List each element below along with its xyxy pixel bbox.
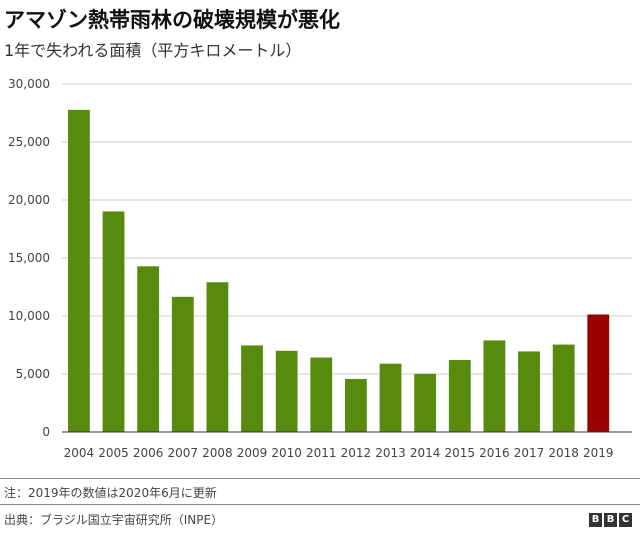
bar-2007 <box>171 296 194 432</box>
bar-2006 <box>137 266 160 432</box>
bar-2009 <box>241 345 263 432</box>
x-tick-label: 2007 <box>168 446 199 460</box>
bbc-logo-letter: B <box>589 513 602 527</box>
bbc-logo: B B C <box>589 513 632 527</box>
source-text: 出典：ブラジル国立宇宙研究所（INPE） <box>4 513 224 527</box>
bar-2015 <box>448 359 471 432</box>
x-tick-label: 2012 <box>341 446 372 460</box>
bar-2008 <box>206 282 229 432</box>
bar-2012 <box>345 378 367 432</box>
bar-2017 <box>518 351 540 432</box>
bar-2010 <box>275 350 298 432</box>
chart-title: アマゾン熱帯雨林の破壊規模が悪化 <box>4 8 340 32</box>
bbc-logo-letter: B <box>604 513 617 527</box>
bar-2016 <box>483 340 506 432</box>
bar-2019 <box>587 314 610 432</box>
bar-2005 <box>102 211 125 432</box>
bbc-logo-letter: C <box>619 513 632 527</box>
x-tick-label: 2019 <box>583 446 614 460</box>
y-tick-label: 0 <box>42 425 50 439</box>
footnote: 注：2019年の数値は2020年6月に更新 <box>4 486 217 500</box>
bar-chart: 0 5,000 10,000 15,000 20,000 25,000 30,000 2004… <box>8 77 632 460</box>
bar-2018 <box>552 344 575 432</box>
bar-2004 <box>68 109 90 433</box>
y-tick-label: 10,000 <box>8 309 50 323</box>
x-tick-label: 2016 <box>479 446 510 460</box>
chart-subtitle: 1年で失われる面積（平方キロメートル） <box>4 41 302 60</box>
x-tick-label: 2018 <box>548 446 579 460</box>
x-tick-label: 2005 <box>98 446 129 460</box>
x-tick-label: 2011 <box>306 446 337 460</box>
divider-bottom <box>0 504 640 505</box>
x-tick-label: 2015 <box>445 446 476 460</box>
bar-2011 <box>310 357 333 432</box>
x-tick-label: 2013 <box>375 446 406 460</box>
y-tick-label: 30,000 <box>8 77 50 91</box>
y-tick-label: 20,000 <box>8 193 50 207</box>
divider-top <box>0 478 640 479</box>
y-tick-label: 15,000 <box>8 251 50 265</box>
x-tick-label: 2008 <box>202 446 233 460</box>
y-tick-label: 5,000 <box>16 367 50 381</box>
x-tick-label: 2014 <box>410 446 441 460</box>
x-tick-label: 2006 <box>133 446 164 460</box>
bar-2014 <box>414 373 437 432</box>
y-tick-label: 25,000 <box>8 135 50 149</box>
x-tick-label: 2009 <box>237 446 268 460</box>
bar-2013 <box>379 363 402 432</box>
x-tick-label: 2004 <box>64 446 95 460</box>
x-tick-label: 2017 <box>514 446 545 460</box>
x-tick-label: 2010 <box>271 446 302 460</box>
